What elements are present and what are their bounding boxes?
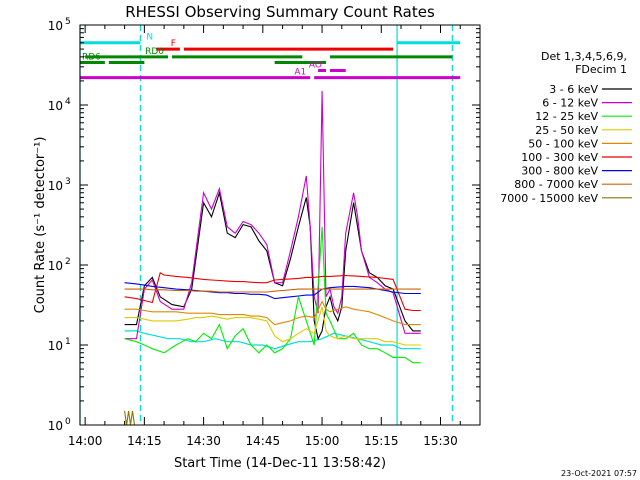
legend-label-4: 50 - 100 keV (528, 137, 598, 150)
legend-label-5: 100 - 300 keV (521, 151, 598, 164)
legend-label-1: 6 - 12 keV (542, 97, 598, 110)
plot-frame (79, 24, 481, 426)
y-tick-exponent: 0 (65, 417, 71, 427)
y-tick-exponent: 1 (65, 337, 71, 347)
legend-header: FDecim 1 (575, 63, 627, 76)
legend-label-8: 7000 - 15000 keV (500, 192, 598, 205)
x-tick-label: 14:45 (246, 434, 281, 448)
y-tick-label: 10 (48, 419, 63, 433)
y-tick-exponent: 2 (65, 257, 71, 267)
annotation-label-n: N (146, 33, 153, 43)
x-tick-label: 14:00 (68, 434, 103, 448)
annotation-label-rd0: RD0 (145, 47, 164, 57)
legend-label-0: 3 - 6 keV (549, 83, 598, 96)
series-line-1 (124, 90, 421, 340)
y-tick-label: 10 (48, 19, 63, 33)
y-tick-label: 10 (48, 259, 63, 273)
y-tick-exponent: 3 (65, 177, 71, 187)
series-line-3 (124, 306, 421, 346)
series-line-7 (124, 288, 421, 293)
annotation-label-a1: A1 (294, 68, 306, 78)
x-tick-label: 14:30 (186, 434, 221, 448)
annotation-label-f: F (171, 39, 176, 49)
y-tick-label: 10 (48, 179, 63, 193)
x-axis: 14:00 14:15 14:30 14:45 15:00 15:15 15:30 (68, 25, 481, 448)
x-tick-label: 15:00 (305, 434, 340, 448)
series-line-0 (124, 190, 421, 341)
legend-label-6: 300 - 800 keV (521, 165, 598, 178)
legend-header: Det 1,3,4,5,6,9, (541, 50, 627, 63)
y-tick-label: 10 (48, 339, 63, 353)
x-tick-label: 14:15 (127, 434, 162, 448)
annotation-label-ao: AO (309, 60, 322, 70)
x-tick-label: 15:15 (364, 434, 399, 448)
y-tick-exponent: 5 (65, 17, 71, 27)
series-line-2 (124, 226, 421, 364)
chart-title: RHESSI Observing Summary Count Rates (125, 3, 435, 21)
legend-label-7: 800 - 7000 keV (514, 178, 598, 191)
series-line-5 (124, 271, 421, 312)
x-axis-label: Start Time (14-Dec-11 13:58:42) (174, 456, 386, 471)
series-line-4 (124, 300, 421, 326)
legend-label-3: 25 - 50 keV (535, 124, 598, 137)
y-tick-label: 10 (48, 99, 63, 113)
series-line-6 (124, 282, 421, 300)
y-tick-exponent: 4 (65, 97, 71, 107)
legend-label-2: 12 - 25 keV (535, 110, 598, 123)
series-line-8 (124, 410, 136, 426)
y-axis-label: Count Rate (s⁻¹ detector⁻¹) (33, 137, 48, 314)
series-line-cyan (124, 330, 421, 350)
annotation-label-rd6: RD6 (82, 52, 101, 62)
timestamp: 23-Oct-2021 07:57 (561, 469, 637, 478)
x-tick-label: 15:30 (423, 434, 458, 448)
